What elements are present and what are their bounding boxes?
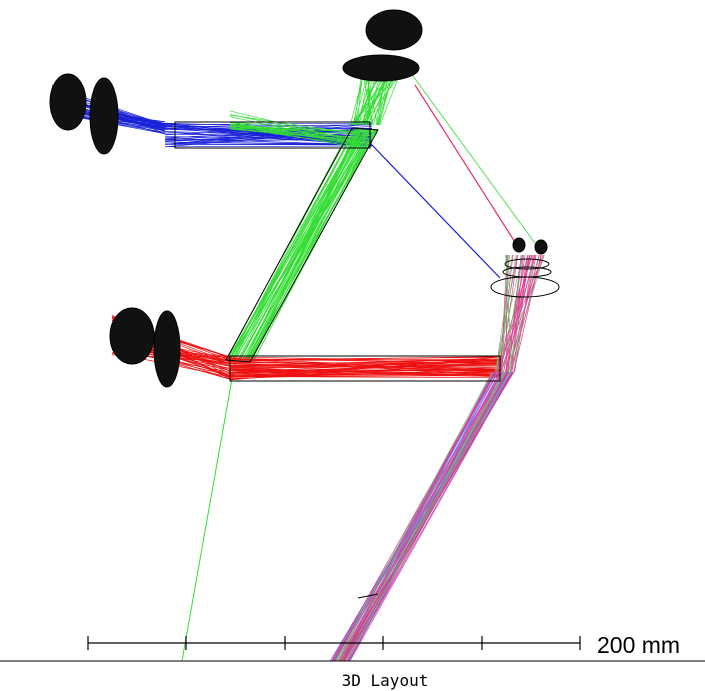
lens xyxy=(50,74,86,130)
ray xyxy=(341,372,509,661)
scale-bar xyxy=(88,636,580,650)
ray xyxy=(242,129,375,361)
ray xyxy=(229,129,355,361)
lens xyxy=(366,10,422,50)
ray xyxy=(348,372,512,661)
optics xyxy=(50,10,559,598)
footer-title: 3D Layout xyxy=(342,671,429,690)
lens xyxy=(535,240,547,254)
ray xyxy=(336,372,492,661)
ray xyxy=(182,362,235,661)
ray xyxy=(246,129,377,361)
ray xyxy=(349,372,497,661)
ray xyxy=(372,145,500,278)
page: 200 mm 3D Layout (() => { const data = J… xyxy=(0,0,705,691)
ray xyxy=(227,129,362,361)
ray xyxy=(229,129,374,361)
ray xyxy=(334,372,494,661)
lens xyxy=(90,78,118,154)
lens xyxy=(513,238,525,252)
ray xyxy=(252,129,359,361)
ray xyxy=(347,372,504,661)
ray xyxy=(238,129,369,361)
lens xyxy=(343,55,419,81)
ray-bundles xyxy=(52,72,544,661)
ray xyxy=(500,255,510,372)
ray xyxy=(415,85,520,250)
ray xyxy=(330,372,512,661)
lens xyxy=(154,311,180,387)
ray xyxy=(410,72,540,250)
ray xyxy=(251,129,369,361)
scale-label: 200 mm xyxy=(597,632,680,658)
ray xyxy=(226,129,367,361)
layout-view: 200 mm 3D Layout xyxy=(0,0,705,691)
ray xyxy=(341,372,493,661)
lens xyxy=(110,308,154,364)
ray xyxy=(345,372,509,661)
